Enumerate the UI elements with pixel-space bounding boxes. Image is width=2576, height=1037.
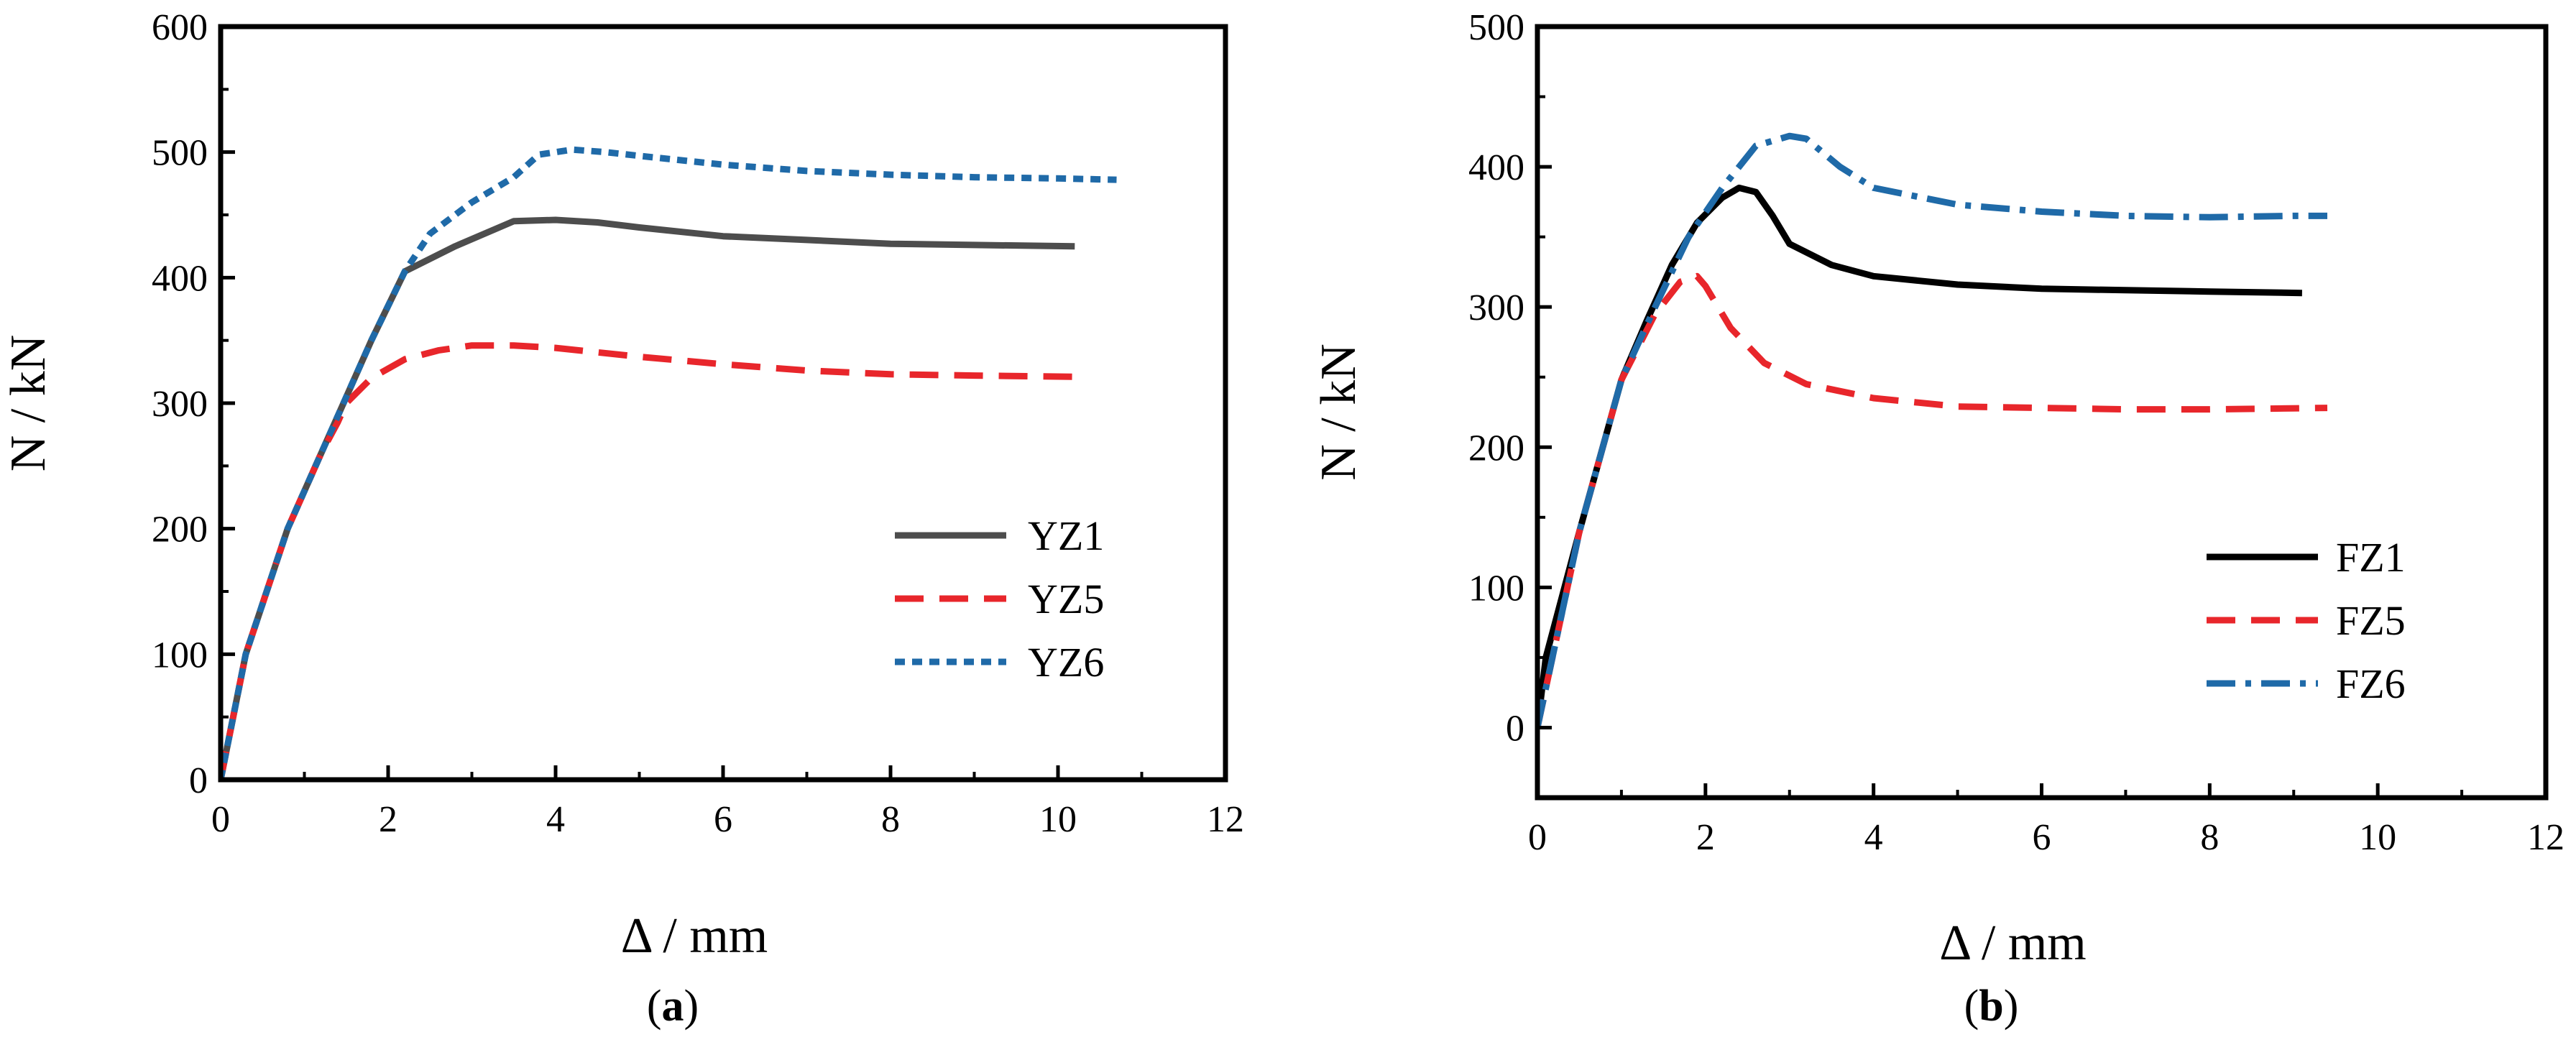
series-line-YZ6	[221, 146, 1117, 780]
x-tick-label: 2	[379, 799, 397, 840]
series-group	[221, 146, 1117, 780]
y-tick-label: 300	[152, 384, 208, 425]
y-tick-label: 300	[1468, 287, 1524, 328]
series-line-FZ6	[1537, 132, 2327, 729]
y-axis-label: N / kN	[1311, 344, 1366, 481]
x-tick-label: 0	[1528, 817, 1547, 858]
series-line-FZ1	[1537, 184, 2302, 729]
x-tick-label: 12	[2527, 817, 2564, 858]
legend-label-FZ1: FZ1	[2336, 534, 2406, 581]
y-tick-label: 100	[1468, 568, 1524, 609]
series-line-FZ5	[1537, 272, 2328, 729]
legend-label-YZ1: YZ1	[1028, 512, 1104, 559]
series-line-YZ1	[221, 216, 1075, 780]
x-tick-label: 0	[211, 799, 230, 840]
legend: YZ1 YZ5 YZ6	[895, 512, 1104, 686]
chart-panel-b: 0 2 4 6 8 10 12 0 100 200 300 400 500 Δ / mm N / kN FZ1…	[1311, 7, 2564, 1031]
y-tick-label: 400	[1468, 147, 1524, 188]
series-line-YZ5	[221, 342, 1075, 780]
panel-caption: (b)	[1964, 982, 2019, 1031]
x-axis-label: Δ / mm	[621, 908, 768, 964]
y-tick-label: 100	[152, 635, 208, 676]
x-tick-label: 6	[2033, 817, 2051, 858]
legend-label-FZ6: FZ6	[2336, 660, 2406, 707]
y-tick-label: 400	[152, 258, 208, 299]
y-tick-label: 0	[189, 760, 208, 801]
x-tick-label: 8	[881, 799, 900, 840]
x-tick-label: 4	[1864, 817, 1883, 858]
y-tick-label: 500	[1468, 7, 1524, 48]
x-tick-label: 2	[1696, 817, 1715, 858]
panel-caption: (a)	[647, 982, 699, 1031]
x-tick-label: 8	[2200, 817, 2219, 858]
y-tick-label: 500	[152, 133, 208, 174]
x-tick-label: 6	[714, 799, 732, 840]
y-axis-label: N / kN	[1, 335, 56, 472]
y-tick-label: 200	[152, 510, 208, 550]
x-tick-label: 10	[1039, 799, 1077, 840]
chart-panel-a: 0 2 4 6 8 10 12 0 100 200 300 400 500 600 Δ / mm N / kN…	[1, 7, 1244, 1031]
x-tick-label: 12	[1207, 799, 1244, 840]
y-tick-label: 0	[1506, 708, 1524, 749]
x-tick-label: 4	[546, 799, 565, 840]
legend-label-YZ6: YZ6	[1028, 639, 1104, 686]
legend-label-FZ5: FZ5	[2336, 597, 2406, 644]
series-group	[1537, 132, 2328, 729]
legend-label-YZ5: YZ5	[1028, 576, 1104, 622]
x-axis-label: Δ / mm	[1939, 916, 2087, 971]
x-tick-label: 10	[2359, 817, 2396, 858]
legend: FZ1 FZ5 FZ6	[2207, 534, 2406, 707]
y-tick-label: 200	[1468, 428, 1524, 469]
y-tick-label: 600	[152, 7, 208, 48]
